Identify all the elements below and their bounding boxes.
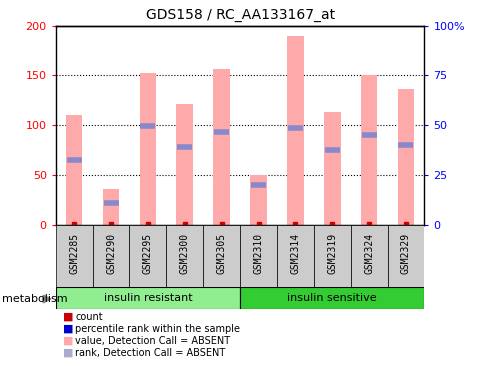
Bar [240, 287, 424, 309]
Text: ■: ■ [63, 348, 74, 358]
Bar [129, 225, 166, 287]
Bar [287, 36, 303, 225]
Text: GSM2310: GSM2310 [253, 232, 263, 274]
Text: GSM2295: GSM2295 [143, 232, 152, 274]
Text: value, Detection Call = ABSENT: value, Detection Call = ABSENT [75, 336, 230, 346]
Bar [313, 225, 350, 287]
Text: metabolism: metabolism [2, 294, 68, 304]
Text: GSM2300: GSM2300 [180, 232, 189, 274]
Bar [276, 225, 313, 287]
Bar [240, 225, 276, 287]
Text: insulin resistant: insulin resistant [104, 293, 192, 303]
Bar [56, 287, 240, 309]
Bar [213, 68, 229, 225]
Bar [139, 74, 156, 225]
Bar [387, 225, 424, 287]
Text: GSM2324: GSM2324 [363, 232, 373, 274]
Bar [360, 75, 377, 225]
Text: percentile rank within the sample: percentile rank within the sample [75, 324, 240, 334]
Text: ■: ■ [63, 336, 74, 346]
Bar [103, 189, 119, 225]
Bar [166, 225, 203, 287]
Text: GSM2305: GSM2305 [216, 232, 226, 274]
Title: GDS158 / RC_AA133167_at: GDS158 / RC_AA133167_at [145, 8, 334, 22]
Text: rank, Detection Call = ABSENT: rank, Detection Call = ABSENT [75, 348, 225, 358]
Bar [397, 89, 413, 225]
Text: ■: ■ [63, 324, 74, 334]
Text: GSM2314: GSM2314 [290, 232, 300, 274]
Text: GSM2285: GSM2285 [69, 232, 79, 274]
Bar [350, 225, 387, 287]
Bar [66, 115, 82, 225]
Bar [176, 104, 193, 225]
Text: GSM2290: GSM2290 [106, 232, 116, 274]
Text: count: count [75, 311, 103, 322]
Bar [250, 175, 266, 225]
Bar [323, 112, 340, 225]
Bar [92, 225, 129, 287]
Text: insulin sensitive: insulin sensitive [287, 293, 376, 303]
Text: ■: ■ [63, 311, 74, 322]
Text: GSM2319: GSM2319 [327, 232, 336, 274]
Bar [203, 225, 240, 287]
Bar [56, 225, 92, 287]
Text: GSM2329: GSM2329 [400, 232, 410, 274]
